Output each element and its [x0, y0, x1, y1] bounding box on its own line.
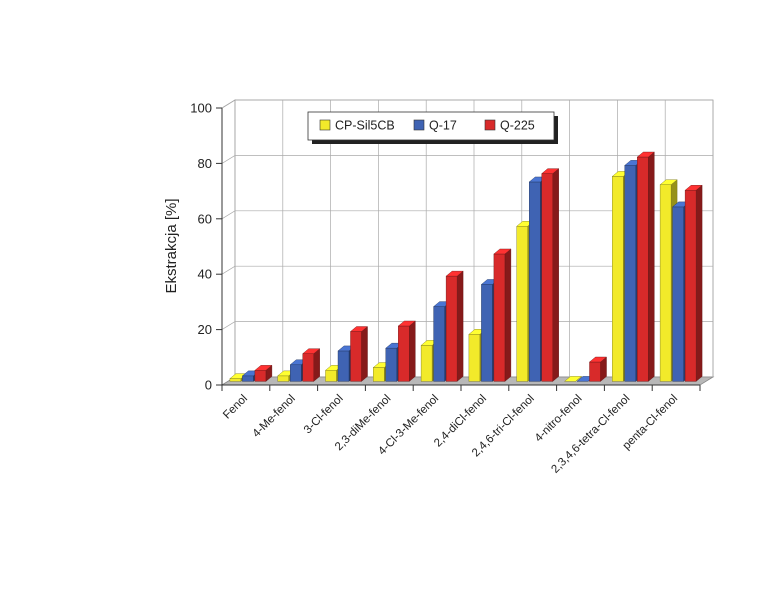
bar-side [504, 248, 512, 382]
bar-top [445, 270, 464, 277]
bar-front [637, 156, 649, 382]
bar-front [468, 334, 481, 382]
bar-top [563, 376, 583, 382]
bar-front [672, 206, 684, 382]
bar-front [290, 364, 302, 382]
legend-swatch-q-225 [484, 119, 496, 131]
bar-top [659, 179, 678, 185]
legend-label-q-225: Q-225 [500, 119, 535, 133]
bar-side [648, 151, 655, 382]
legend: CP-Sil5CB Q-17 Q-225 [307, 111, 558, 144]
bar-side [409, 320, 416, 382]
bar-front [541, 173, 553, 382]
bar-side [552, 168, 559, 382]
legend-label-q-17: Q-17 [429, 119, 457, 133]
bar-front [516, 226, 528, 382]
y-tick-label: 80 [198, 156, 212, 171]
bar-q-225-3 [349, 326, 369, 382]
bar-front [589, 361, 601, 382]
bar-front [612, 176, 624, 382]
legend-swatch-q-17 [413, 119, 425, 131]
bar-front [350, 331, 362, 382]
bar-front [242, 375, 254, 382]
bar-side [695, 184, 703, 382]
x-tick-label: 3-Cl-fenol [302, 393, 346, 437]
bar-side [456, 270, 464, 382]
y-tick-label: 60 [198, 211, 212, 226]
bar-front [277, 375, 289, 382]
bar-q-225-10 [684, 184, 703, 382]
bar-front [229, 378, 242, 382]
side-wall [221, 99, 236, 386]
legend-box [307, 111, 555, 141]
bar-top [541, 168, 560, 174]
x-tick-label: 2,3,4,6-tetra-Cl-fenol [549, 393, 632, 476]
bar-q-225-6 [493, 248, 512, 382]
bar-front [398, 325, 410, 382]
bar-top [493, 248, 512, 255]
bar-top [349, 326, 369, 332]
bar-q-225-2 [302, 348, 321, 382]
bar-front [302, 353, 314, 382]
y-axis-label: Ekstrakcja [%] [163, 198, 180, 293]
bars [229, 151, 703, 382]
legend-label-cp-sil5cb: CP-Sil5CB [335, 119, 395, 133]
bar-q-225-8 [588, 356, 608, 382]
bar-front [529, 181, 541, 382]
x-tick-label: 4-nitro-fenol [533, 393, 585, 445]
bar-q-225-5 [445, 270, 464, 382]
bar-front [659, 184, 672, 382]
gridline-side [221, 99, 236, 109]
gridline-side [221, 210, 236, 220]
bar-front [445, 275, 458, 382]
y-tick-label: 20 [198, 322, 212, 337]
bar-front [325, 370, 337, 382]
bar-top [636, 151, 655, 158]
bar-q-225-7 [541, 168, 560, 382]
y-tick-label: 0 [205, 378, 212, 393]
y-tick-label: 40 [198, 267, 212, 282]
y-tick-label: 100 [190, 101, 212, 116]
bar-front [684, 190, 697, 382]
bar-top [684, 185, 703, 191]
legend-swatch-cp-sil5cb [319, 119, 331, 131]
bar-q-225-9 [636, 151, 655, 382]
bar-top [302, 348, 321, 354]
bar-top [588, 356, 608, 363]
gridline-side [221, 265, 236, 275]
bar-front [624, 165, 636, 382]
bar-front [373, 367, 385, 382]
bar-cp-sil5cb-8 [563, 376, 583, 382]
bar-front [254, 370, 267, 382]
bar-top [254, 365, 273, 371]
bar-front [385, 347, 397, 382]
x-tick-label: Fenol [221, 393, 250, 422]
bar-front [493, 253, 506, 382]
x-tick-label: 4-Me-fenol [250, 393, 297, 440]
bar-front [433, 306, 445, 382]
bar-front [337, 350, 350, 382]
gridline-side [221, 155, 236, 164]
bar-side [361, 326, 368, 382]
bar-side [313, 348, 320, 382]
bar-front [481, 284, 493, 382]
bar-top [397, 320, 416, 327]
bar-q-225-4 [397, 320, 416, 382]
bar-front [420, 345, 433, 382]
bar-q-225-1 [254, 364, 273, 382]
gridline-side [221, 321, 236, 330]
